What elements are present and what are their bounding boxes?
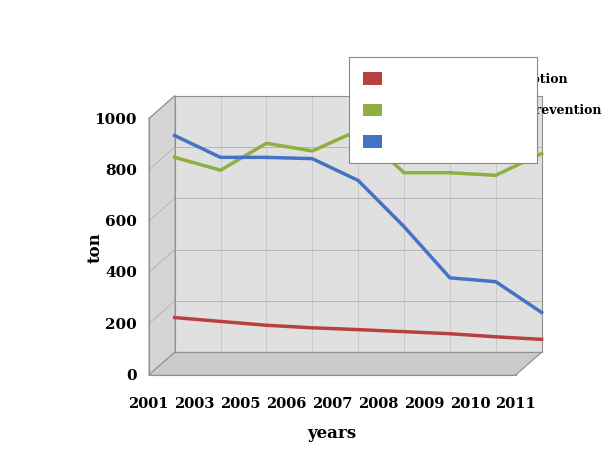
- Bar: [363, 136, 382, 148]
- Text: ton: ton: [86, 232, 103, 263]
- Text: 2010: 2010: [450, 396, 490, 410]
- Text: 2007: 2007: [312, 396, 353, 410]
- Text: 2005: 2005: [220, 396, 261, 410]
- Text: self-treatment and prevention: self-treatment and prevention: [391, 104, 602, 117]
- Polygon shape: [149, 352, 541, 375]
- Text: Assorted feed: Assorted feed: [391, 136, 487, 149]
- Polygon shape: [175, 96, 541, 352]
- FancyBboxPatch shape: [349, 58, 537, 163]
- Text: 400: 400: [105, 266, 137, 280]
- Text: 2001: 2001: [129, 396, 169, 410]
- Text: 2008: 2008: [358, 396, 398, 410]
- Polygon shape: [149, 96, 175, 375]
- Text: 0: 0: [126, 368, 137, 382]
- Text: 200: 200: [105, 317, 137, 331]
- Text: veterinarian prescription: veterinarian prescription: [391, 73, 568, 86]
- Text: 1000: 1000: [95, 112, 137, 126]
- Bar: [363, 104, 382, 117]
- Text: 2003: 2003: [174, 396, 215, 410]
- Text: 600: 600: [105, 215, 137, 229]
- Text: 2009: 2009: [404, 396, 444, 410]
- Text: 2006: 2006: [266, 396, 307, 410]
- Text: years: years: [308, 424, 357, 441]
- Text: 800: 800: [105, 164, 137, 177]
- Text: 2011: 2011: [495, 396, 536, 410]
- Bar: [363, 73, 382, 86]
